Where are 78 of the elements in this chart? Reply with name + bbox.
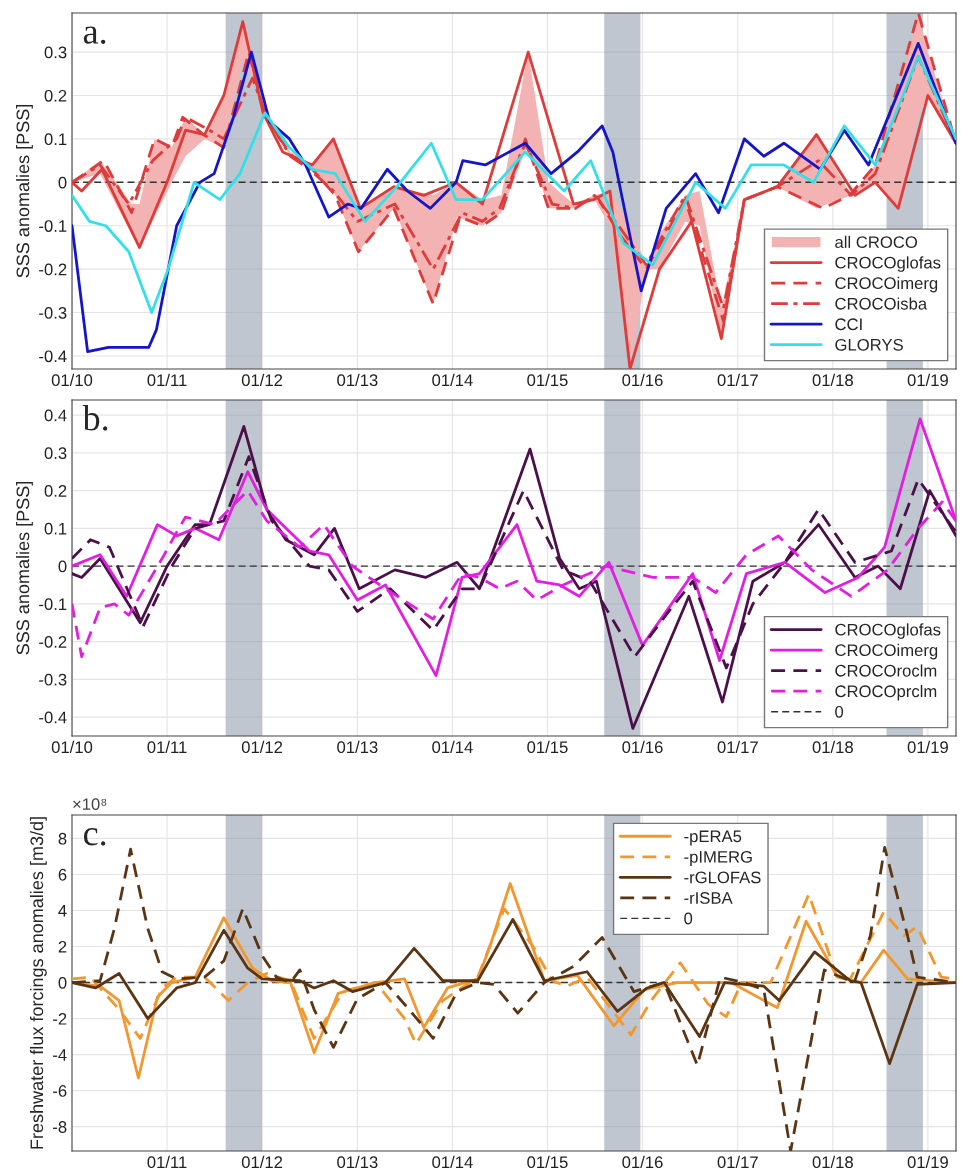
x-tick-label: 01/19: [907, 373, 948, 387]
y-axis-title: Freshwater flux forcings anomalies [m3/d]: [29, 817, 47, 1149]
x-tick-label: 01/14: [432, 373, 473, 387]
y-tick-label: 0.1: [44, 522, 67, 535]
x-tick-label: 01/14: [432, 740, 473, 754]
legend-label: -pERA5: [684, 830, 742, 846]
legend-label: CCI: [835, 318, 862, 331]
x-tick-label: 01/13: [337, 373, 378, 387]
y-tick-label: -0.3: [39, 306, 67, 319]
legend-label: CROCOprclm: [835, 684, 937, 701]
y-tick-label: -4: [53, 1049, 67, 1061]
y-tick-label: -0.1: [39, 220, 67, 232]
y-tick-label: -0.4: [39, 711, 67, 724]
y-tick-label: 0.4: [44, 409, 67, 422]
x-tick-label: 01/11: [147, 1155, 187, 1169]
y-tick-label: -0.2: [39, 263, 67, 276]
x-tick-label: 01/15: [527, 1155, 568, 1169]
x-tick-label: 01/17: [717, 1155, 758, 1169]
y-tick-label: 0: [58, 560, 67, 573]
y-tick-label: -0.2: [39, 636, 67, 648]
x-tick-label: 01/16: [622, 740, 663, 754]
legend-label: all CROCO: [835, 235, 918, 249]
legend-label: -pIMERG: [684, 850, 752, 867]
x-tick-label: 01/19: [907, 740, 948, 754]
x-tick-label: 01/13: [337, 1155, 378, 1169]
y-tick-label: 8: [58, 832, 67, 845]
x-tick-label: 01/19: [907, 1155, 948, 1169]
x-tick-label: 01/18: [812, 740, 853, 754]
legend-label: -rGLOFAS: [684, 871, 761, 884]
y-axis-title: SSS anomalies [PSS]: [16, 104, 33, 278]
x-tick-label: 01/12: [241, 373, 283, 387]
x-tick-label: 01/11: [147, 740, 187, 754]
legend-label: CROCOglofas: [835, 623, 941, 639]
legend-label: -rISBA: [684, 892, 733, 904]
y-tick-label: 0: [58, 976, 67, 989]
annotation: c.: [83, 828, 106, 846]
legend-label: GLORYS: [835, 338, 903, 351]
y-tick-label: -6: [53, 1085, 67, 1097]
y-tick-label: -0.3: [39, 673, 67, 686]
y-tick-label: 0.3: [44, 46, 67, 59]
annotation: a.: [83, 26, 106, 44]
x-tick-label: 01/10: [51, 740, 93, 754]
y-tick-label: 0.3: [44, 447, 67, 460]
x-tick-label: 01/16: [622, 373, 663, 387]
y-tick-label: 6: [58, 868, 67, 881]
x-tick-label: 01/17: [717, 373, 758, 387]
y-tick-label: 2: [58, 940, 67, 953]
y-tick-label: -8: [53, 1121, 67, 1133]
x-tick-label: 01/12: [241, 740, 283, 754]
text: ×10⁸: [73, 798, 107, 811]
y-tick-label: -0.4: [39, 350, 67, 363]
x-tick-label: 01/16: [622, 1155, 663, 1169]
legend-label: 0: [835, 705, 844, 718]
x-tick-label: 01/15: [527, 740, 568, 754]
y-tick-label: -2: [53, 1012, 67, 1025]
x-tick-label: 01/10: [51, 373, 93, 387]
x-tick-label: 01/17: [717, 740, 758, 754]
x-tick-label: 01/11: [147, 373, 187, 387]
x-tick-label: 01/18: [812, 1155, 853, 1169]
y-tick-label: 0.2: [44, 485, 67, 497]
y-tick-label: 0: [58, 176, 67, 189]
legend-label: CROCOisba: [835, 297, 928, 310]
legend-label: CROCOglofas: [835, 256, 941, 272]
x-tick-label: 01/13: [337, 740, 378, 754]
y-tick-label: 0.1: [44, 133, 67, 146]
x-tick-label: 01/15: [527, 373, 568, 387]
legend-label: CROCOroclm: [835, 664, 937, 677]
annotation: b.: [82, 405, 108, 431]
legend-label: CROCOimerg: [835, 276, 938, 293]
legend-label: 0: [684, 912, 693, 925]
x-tick-label: 01/12: [241, 1155, 283, 1169]
y-tick-label: 4: [58, 905, 67, 917]
y-tick-label: 0.2: [44, 89, 67, 102]
legend-label: CROCOimerg: [835, 643, 938, 660]
y-tick-label: -0.1: [39, 598, 67, 611]
y-axis-title: SSS anomalies [PSS]: [16, 481, 33, 655]
x-tick-label: 01/14: [432, 1155, 473, 1169]
x-tick-label: 01/18: [812, 373, 853, 387]
